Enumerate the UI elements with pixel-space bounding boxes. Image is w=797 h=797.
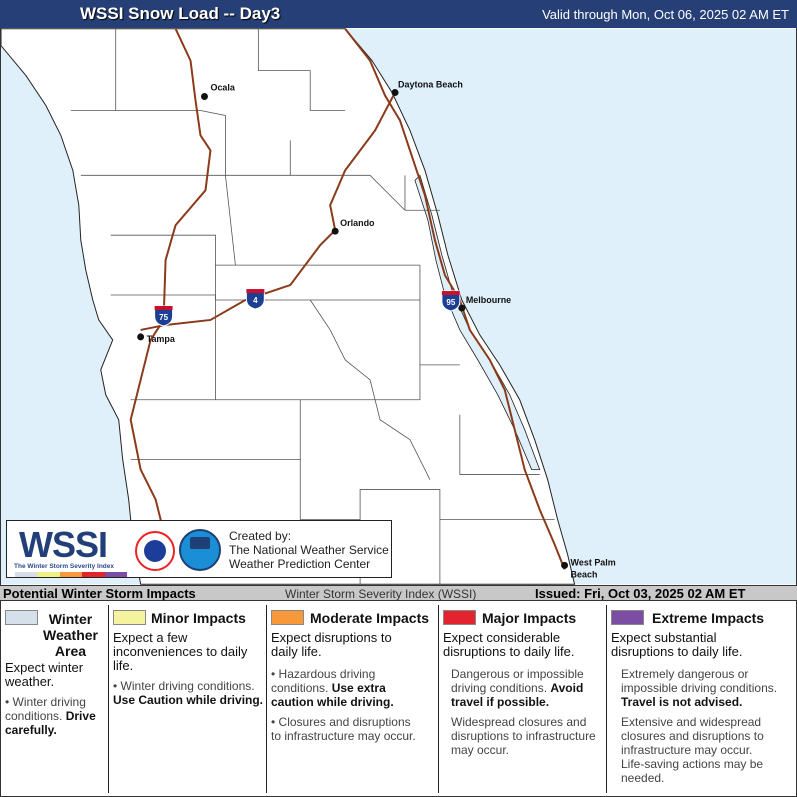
city-orlando: Orlando bbox=[340, 218, 375, 228]
valid-time: Valid through Mon, Oct 06, 2025 02 AM ET bbox=[542, 7, 789, 22]
land bbox=[1, 28, 576, 585]
map-title: WSSI Snow Load -- Day3 bbox=[80, 4, 281, 23]
credits-box: WSSI The Winter Storm Severity Index Cre… bbox=[6, 520, 392, 578]
city-west-palm-beach-1: West Palm bbox=[571, 557, 616, 567]
city-markers: Ocala Daytona Beach Orlando Melbourne Ta… bbox=[137, 80, 616, 579]
issued-time: Issued: Fri, Oct 03, 2025 02 AM ET bbox=[535, 586, 746, 601]
swatch bbox=[5, 610, 38, 625]
legend-title-bar: Potential Winter Storm Impacts Winter St… bbox=[0, 585, 797, 601]
city-daytona-beach: Daytona Beach bbox=[398, 80, 463, 90]
nws-logo-icon bbox=[135, 531, 175, 571]
indian-river-lagoon bbox=[414, 174, 541, 470]
credits-text: Created by: The National Weather Service W… bbox=[229, 529, 389, 571]
city-melbourne: Melbourne bbox=[466, 295, 511, 305]
map[interactable]: Ocala Daytona Beach Orlando Melbourne Ta… bbox=[0, 28, 797, 585]
wssi-subtitle: The Winter Storm Severity Index bbox=[14, 563, 114, 570]
legend-moderate: Moderate Impacts Expect disruptions to d… bbox=[266, 605, 438, 793]
legend-minor: Minor Impacts Expect a few inconvenience… bbox=[108, 605, 266, 793]
svg-text:4: 4 bbox=[253, 296, 258, 305]
legend-title: Potential Winter Storm Impacts bbox=[3, 586, 196, 601]
svg-text:95: 95 bbox=[446, 298, 455, 307]
interstate-shield-4: 4 bbox=[245, 288, 265, 310]
svg-text:75: 75 bbox=[159, 313, 168, 322]
wssi-logo: WSSI bbox=[19, 524, 108, 565]
city-ocala: Ocala bbox=[210, 83, 235, 93]
wssi-color-bar bbox=[15, 572, 128, 577]
index-name: Winter Storm Severity Index (WSSI) bbox=[285, 587, 477, 601]
legend-major: Major Impacts Expect considerable disrup… bbox=[438, 605, 606, 793]
city-west-palm-beach-2: Beach bbox=[571, 569, 598, 579]
header: WSSI Snow Load -- Day3 Valid through Mon… bbox=[0, 0, 797, 28]
noaa-logo-icon bbox=[179, 529, 221, 571]
legend-extreme: Extreme Impacts Expect substantial disru… bbox=[606, 605, 796, 793]
legend-winter-weather-area: Winter Weather Area Expect winter weather.… bbox=[5, 610, 98, 737]
impact-legend: Winter Weather Area Expect winter weather.… bbox=[0, 601, 797, 797]
interstate-shield-75: 75 bbox=[154, 305, 174, 327]
interstate-shield-95: 95 bbox=[441, 290, 461, 312]
city-tampa: Tampa bbox=[147, 334, 176, 344]
